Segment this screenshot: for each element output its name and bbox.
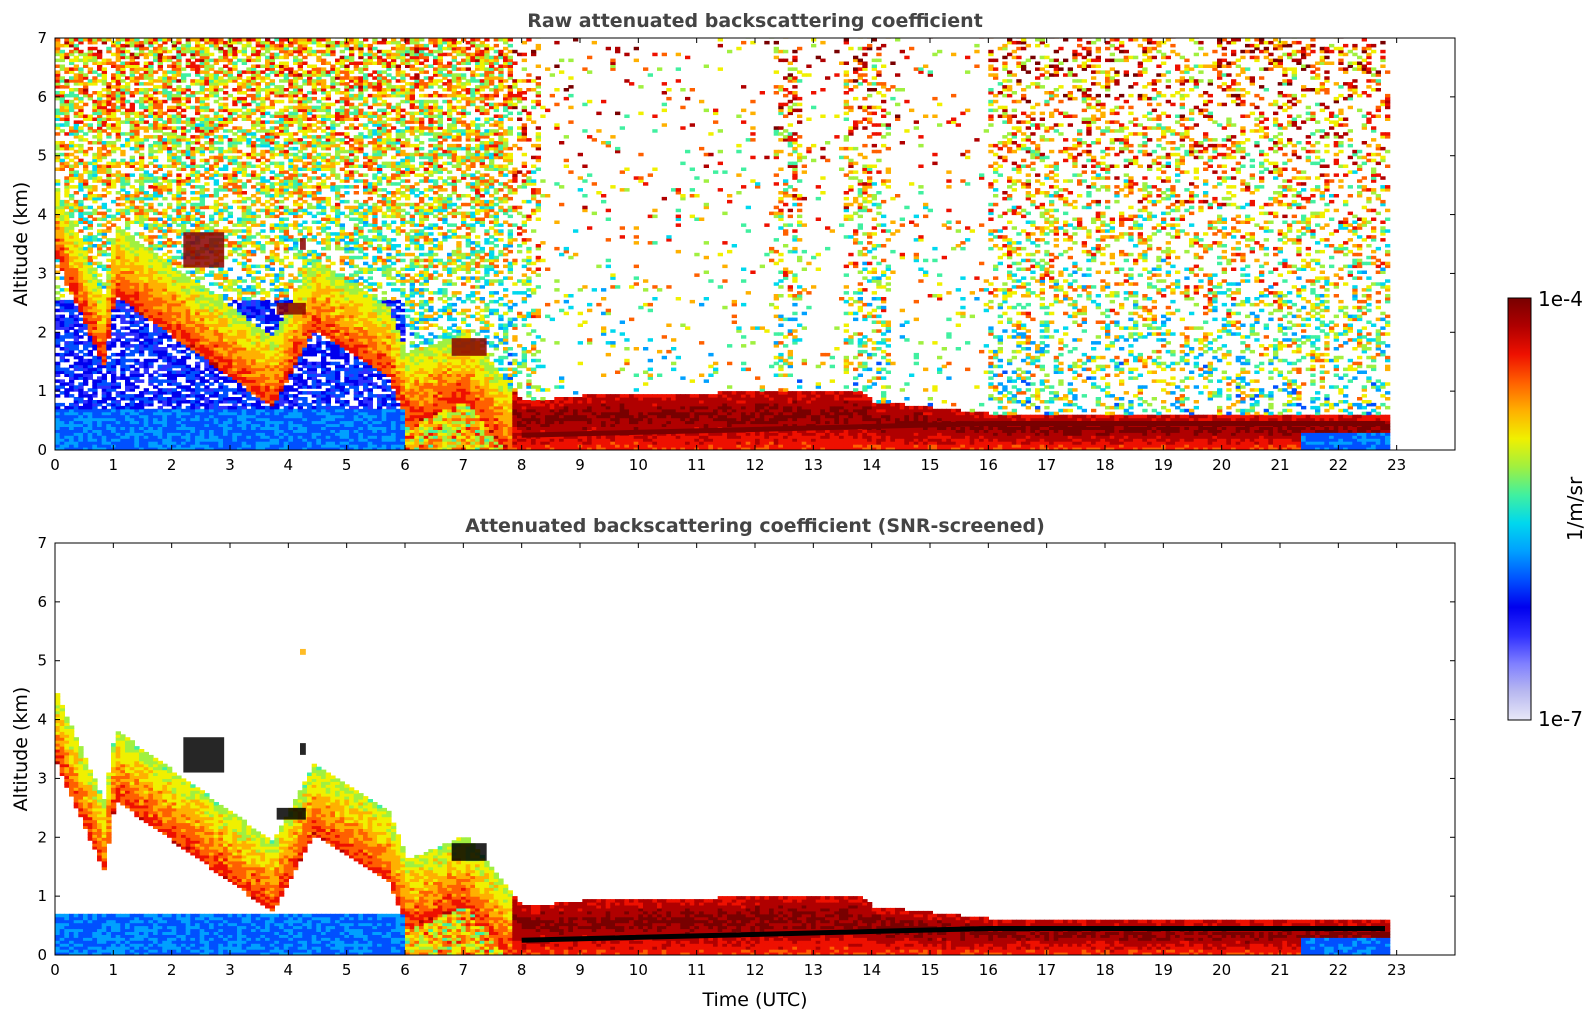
y-tick-label: 7: [37, 534, 47, 552]
x-tick-label: 8: [517, 456, 527, 474]
colorbar-max-label: 1e-4: [1538, 287, 1583, 311]
x-tick-label: 1: [109, 456, 119, 474]
x-tick-label: 6: [400, 456, 410, 474]
x-tick-label: 20: [1212, 961, 1231, 979]
panel-screened-title: Attenuated backscattering coefficient (S…: [465, 515, 1045, 537]
panel-raw: Raw attenuated backscattering coefficien…: [10, 10, 1456, 474]
y-tick-label: 0: [37, 946, 47, 964]
x-tick-label: 5: [342, 961, 352, 979]
x-tick-label: 7: [459, 456, 469, 474]
y-tick-label: 5: [37, 147, 47, 165]
panel-raw-x-ticks: 0 1 2 3 4 5 6 7 8 9 10 11 12 13 14 15 16 17 18 19 20 21 22 23: [50, 38, 1406, 474]
y-tick-label: 4: [37, 206, 47, 224]
x-tick-label: 17: [1037, 961, 1056, 979]
x-tick-label: 21: [1270, 456, 1289, 474]
x-tick-label: 22: [1329, 456, 1348, 474]
x-tick-label: 2: [167, 456, 177, 474]
y-tick-label: 6: [37, 88, 47, 106]
x-tick-label: 0: [50, 456, 60, 474]
x-tick-label: 23: [1387, 961, 1406, 979]
x-tick-label: 16: [979, 961, 998, 979]
x-tick-label: 14: [862, 456, 881, 474]
panel-raw-heatmap: [55, 38, 1391, 450]
y-tick-label: 7: [37, 29, 47, 47]
panel-raw-y-ticks: 0 1 2 3 4 5 6 7: [37, 29, 1455, 459]
panel-raw-ylabel: Altitude (km): [10, 182, 32, 307]
y-tick-label: 4: [37, 711, 47, 729]
colorbar-scale: [1507, 297, 1532, 721]
x-tick-label: 0: [50, 961, 60, 979]
colorbar: 1e-4 1e-7 1/m/sr: [1507, 287, 1587, 731]
panel-screened-ylabel: Altitude (km): [10, 687, 32, 812]
x-tick-label: 10: [629, 456, 648, 474]
x-tick-label: 15: [920, 961, 939, 979]
y-tick-label: 2: [37, 323, 47, 341]
x-tick-label: 10: [629, 961, 648, 979]
y-tick-label: 0: [37, 441, 47, 459]
colorbar-min-label: 1e-7: [1538, 707, 1583, 731]
x-tick-label: 12: [745, 961, 764, 979]
x-tick-label: 5: [342, 456, 352, 474]
y-tick-label: 6: [37, 593, 47, 611]
y-tick-label: 2: [37, 828, 47, 846]
y-tick-label: 1: [37, 887, 47, 905]
x-tick-label: 11: [687, 456, 706, 474]
y-tick-label: 1: [37, 382, 47, 400]
x-tick-label: 21: [1270, 961, 1289, 979]
x-tick-label: 12: [745, 456, 764, 474]
panel-screened-x-ticks: 0 1 2 3 4 5 6 7 8 9 10 11 12 13 14 15 16 17 18 19 20 21 22 23: [50, 543, 1406, 979]
x-tick-label: 13: [804, 961, 823, 979]
x-tick-label: 3: [225, 456, 235, 474]
x-tick-label: 19: [1154, 961, 1173, 979]
x-tick-label: 13: [804, 456, 823, 474]
x-tick-label: 6: [400, 961, 410, 979]
x-tick-label: 23: [1387, 456, 1406, 474]
y-tick-label: 5: [37, 652, 47, 670]
x-tick-label: 11: [687, 961, 706, 979]
x-tick-label: 4: [284, 456, 294, 474]
x-tick-label: 18: [1095, 456, 1114, 474]
x-tick-label: 3: [225, 961, 235, 979]
x-tick-label: 19: [1154, 456, 1173, 474]
x-tick-label: 2: [167, 961, 177, 979]
y-tick-label: 3: [37, 769, 47, 787]
colorbar-unit-label: 1/m/sr: [1563, 476, 1587, 541]
x-tick-label: 14: [862, 961, 881, 979]
x-tick-label: 20: [1212, 456, 1231, 474]
x-tick-label: 16: [979, 456, 998, 474]
x-tick-label: 1: [109, 961, 119, 979]
x-tick-label: 4: [284, 961, 294, 979]
x-tick-label: 9: [575, 961, 585, 979]
panel-screened-y-ticks: 0 1 2 3 4 5 6 7: [37, 534, 1455, 964]
x-tick-label: 9: [575, 456, 585, 474]
panel-screened-heatmap: [55, 648, 1391, 955]
x-tick-label: 17: [1037, 456, 1056, 474]
panel-screened: Attenuated backscattering coefficient (S…: [10, 515, 1456, 1011]
x-tick-label: 15: [920, 456, 939, 474]
x-tick-label: 8: [517, 961, 527, 979]
x-tick-label: 7: [459, 961, 469, 979]
x-tick-label: 18: [1095, 961, 1114, 979]
y-tick-label: 3: [37, 264, 47, 282]
panel-screened-xlabel: Time (UTC): [701, 989, 807, 1011]
x-tick-label: 22: [1329, 961, 1348, 979]
panel-raw-title: Raw attenuated backscattering coefficien…: [527, 10, 983, 32]
